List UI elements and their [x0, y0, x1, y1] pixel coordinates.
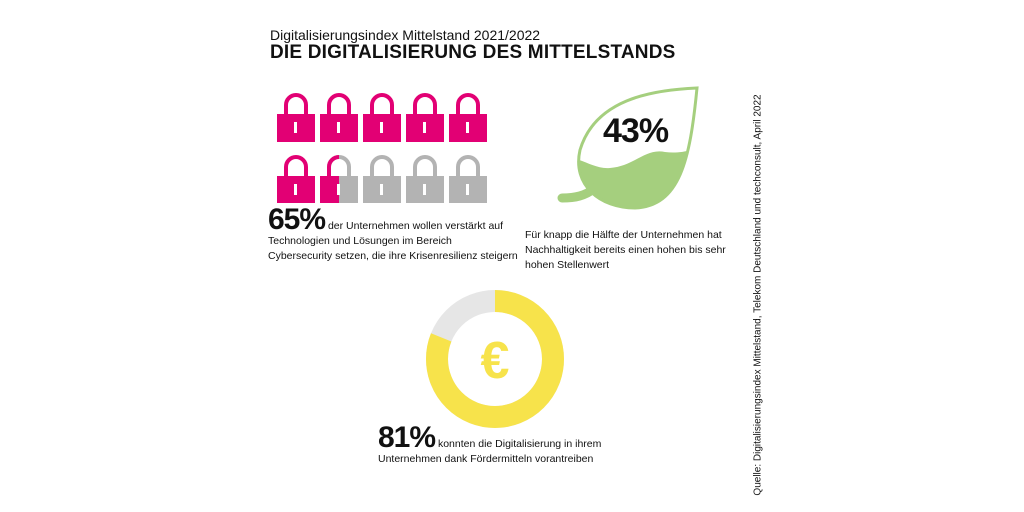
- lock-icon: [449, 93, 487, 142]
- cyber-percent: 65%: [268, 203, 326, 236]
- funding-text: konnten die Digitalisierung in ihrem Unt…: [378, 438, 602, 465]
- funding-stat: 81% konnten die Digitalisierung in ihrem…: [378, 423, 638, 467]
- subtitle: Digitalisierungsindex Mittelstand 2021/2…: [270, 27, 541, 43]
- lock-icon: [320, 93, 358, 142]
- source-note: Quelle: Digitalisierungsindex Mittelstan…: [752, 94, 764, 496]
- lock-icon: [320, 155, 358, 203]
- lock-icon: [277, 155, 315, 203]
- lock-icon: [363, 155, 401, 203]
- lock-icon: [363, 93, 401, 142]
- page-title: DIE DIGITALISIERUNG DES MITTELSTANDS: [270, 42, 676, 63]
- leaf-icon: [557, 86, 699, 210]
- sustainability-text: Für knapp die Hälfte der Unternehmen hat…: [525, 229, 726, 271]
- donut-value: [426, 290, 564, 428]
- lock-grid: [277, 93, 487, 203]
- lock-icon: [277, 93, 315, 142]
- lock-icon: [406, 93, 444, 142]
- funding-percent: 81%: [378, 421, 436, 454]
- cyber-stat: 65% der Unternehmen wollen verstärkt auf…: [268, 205, 518, 264]
- lock-icon: [406, 155, 444, 203]
- sustainability-percent: 43%: [603, 112, 669, 150]
- funding-donut: €: [426, 290, 564, 428]
- cyber-text: der Unternehmen wollen verstärkt auf Tec…: [268, 220, 518, 262]
- svg-text:€: €: [481, 332, 510, 390]
- lock-icon: [449, 155, 487, 203]
- euro-icon: €: [481, 332, 510, 390]
